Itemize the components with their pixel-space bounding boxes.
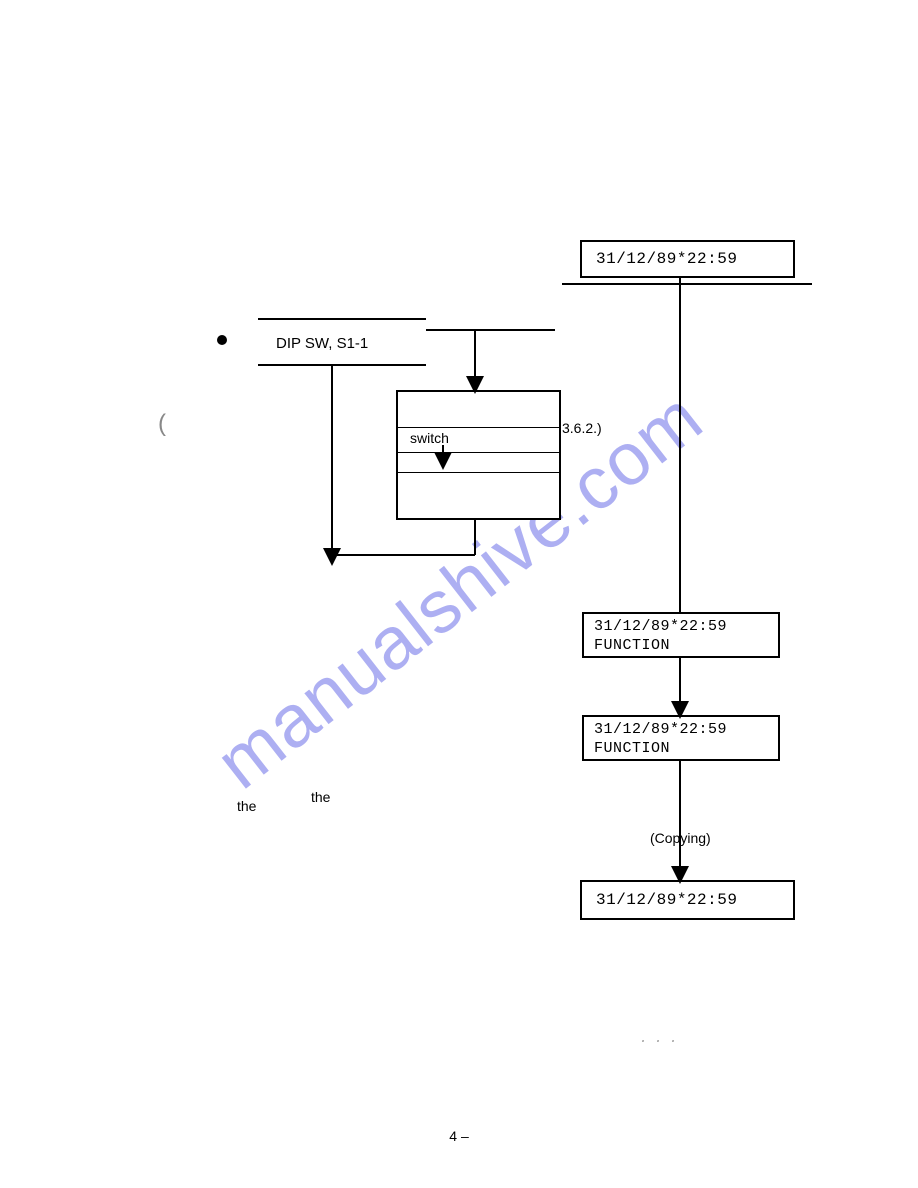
ref-362-label: 3.6.2.)	[562, 420, 602, 436]
stray-paren: (	[158, 410, 166, 438]
the-label-2: the	[237, 798, 256, 814]
dip-sw-text: DIP SW, S1-1	[276, 335, 368, 352]
top-right-underline	[562, 283, 812, 285]
copying-label: (Copying)	[650, 830, 711, 846]
function-box-2: 31/12/89*22:59 FUNCTION	[582, 715, 780, 761]
the-label-1: the	[311, 789, 330, 805]
bullet-dot	[217, 335, 227, 345]
func2-line1: 31/12/89*22:59	[594, 721, 768, 740]
func2-line2: FUNCTION	[594, 740, 768, 759]
display-box-final: 31/12/89*22:59	[580, 880, 795, 920]
function-box-1: 31/12/89*22:59 FUNCTION	[582, 612, 780, 658]
func1-line1: 31/12/89*22:59	[594, 618, 768, 637]
func1-line2: FUNCTION	[594, 637, 768, 656]
dip-rule-top	[258, 318, 426, 320]
dip-sw-label: DIP SW, S1-1	[276, 335, 368, 352]
page-number: 4 –	[449, 1128, 468, 1144]
dip-rule-bottom	[258, 364, 426, 366]
display-box-top-text: 31/12/89*22:59	[596, 249, 737, 269]
display-box-top: 31/12/89*22:59	[580, 240, 795, 278]
switch-box: switch	[396, 390, 561, 520]
switch-label: switch	[410, 430, 449, 448]
display-box-final-text: 31/12/89*22:59	[596, 890, 737, 910]
faint-marks: · · ·	[640, 1030, 678, 1051]
